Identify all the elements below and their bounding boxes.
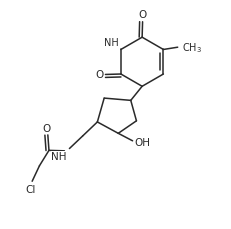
Text: NH: NH: [104, 38, 119, 48]
Text: NH: NH: [51, 152, 66, 161]
Text: Cl: Cl: [26, 184, 36, 194]
Text: O: O: [94, 70, 103, 80]
Text: OH: OH: [134, 138, 150, 148]
Text: O: O: [43, 123, 51, 133]
Text: CH$_3$: CH$_3$: [181, 41, 201, 55]
Text: O: O: [138, 11, 146, 20]
